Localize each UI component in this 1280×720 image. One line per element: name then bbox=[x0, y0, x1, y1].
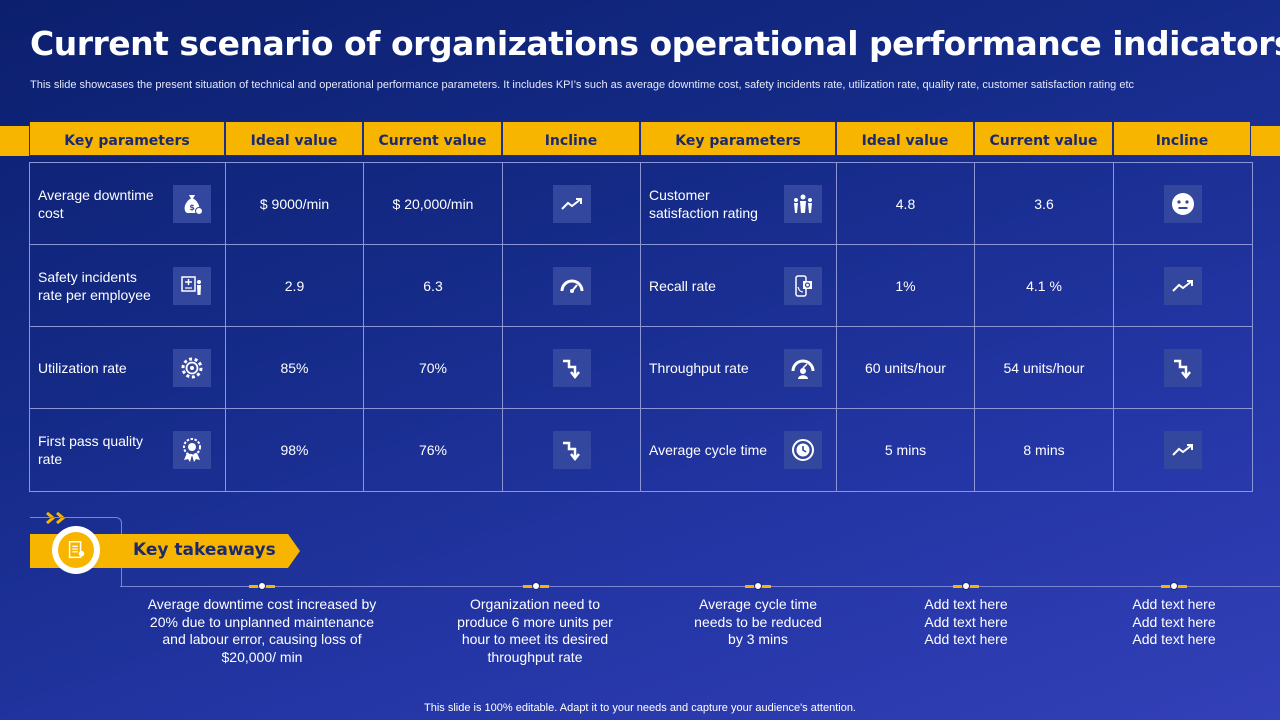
page-subtitle: This slide showcases the present situati… bbox=[30, 79, 1135, 91]
money-bag-icon: $ bbox=[173, 184, 211, 223]
footer-note: This slide is 100% editable. Adapt it to… bbox=[424, 702, 856, 714]
takeaway-text: Add text here Add text here Add text her… bbox=[1132, 596, 1216, 647]
takeaways-timeline bbox=[120, 586, 1280, 587]
trend-up-icon bbox=[552, 184, 591, 223]
incline-cell bbox=[503, 245, 641, 327]
timeline-marker bbox=[1161, 582, 1187, 590]
takeaway-text: Organization need to produce 6 more unit… bbox=[457, 596, 613, 665]
ideal-value-cell: 2.9 bbox=[226, 245, 364, 327]
param-label: Average downtime cost bbox=[38, 186, 154, 221]
clock-icon bbox=[784, 431, 822, 469]
gear-icon bbox=[173, 348, 211, 387]
ideal-value-cell: 85% bbox=[226, 327, 364, 409]
current-value-cell: 70% bbox=[364, 327, 503, 409]
header-ideal-value: Ideal value bbox=[836, 122, 974, 156]
notes-icon bbox=[58, 532, 94, 568]
current-value-cell: 8 mins bbox=[975, 409, 1114, 491]
param-label: Customer satisfaction rating bbox=[649, 186, 758, 221]
param-label: Throughput rate bbox=[649, 359, 749, 376]
current-value-cell: 76% bbox=[364, 409, 503, 491]
current-value-cell: 3.6 bbox=[975, 163, 1114, 245]
param-label: Average cycle time bbox=[649, 442, 768, 458]
current-value-cell: $ 20,000/min bbox=[364, 163, 503, 245]
param-label: Safety incidents rate per employee bbox=[38, 268, 151, 303]
timeline-marker bbox=[745, 582, 771, 590]
param-cell: Recall rate bbox=[641, 245, 837, 327]
header-key-parameters: Key parameters bbox=[640, 122, 836, 156]
param-cell: Average downtime cost $ bbox=[30, 163, 226, 245]
takeaway-text: Average downtime cost increased by 20% d… bbox=[147, 596, 377, 665]
param-label: Recall rate bbox=[649, 277, 716, 294]
header-ideal-value: Ideal value bbox=[225, 122, 363, 156]
ideal-value-cell: 1% bbox=[837, 245, 975, 327]
incline-cell bbox=[503, 327, 641, 409]
trend-down-icon bbox=[552, 348, 591, 387]
timeline-marker bbox=[523, 582, 549, 590]
param-cell: Throughput rate bbox=[641, 327, 837, 409]
table-header: Key parameters Ideal value Current value… bbox=[29, 122, 1251, 156]
param-cell: First pass quality rate bbox=[30, 409, 226, 491]
current-value-cell: 4.1 % bbox=[975, 245, 1114, 327]
double-chevron-icon bbox=[46, 512, 66, 524]
trend-up-icon bbox=[1164, 431, 1202, 469]
header-incline: Incline bbox=[1113, 122, 1251, 156]
kpi-table: Average downtime cost $ $ 9000/min $ 20,… bbox=[29, 162, 1253, 492]
incline-cell bbox=[1114, 409, 1252, 491]
param-cell: Safety incidents rate per employee bbox=[30, 245, 226, 327]
incline-cell bbox=[503, 409, 641, 491]
header-current-value: Current value bbox=[974, 122, 1113, 156]
trend-down-icon bbox=[1164, 348, 1202, 387]
param-cell: Utilization rate bbox=[30, 327, 226, 409]
takeaways-label: Key takeaways bbox=[133, 540, 276, 560]
incline-cell bbox=[1114, 327, 1252, 409]
phone-recall-icon bbox=[784, 266, 822, 305]
timeline-marker bbox=[953, 582, 979, 590]
header-incline: Incline bbox=[502, 122, 640, 156]
param-label: First pass quality rate bbox=[38, 433, 144, 467]
svg-text:$: $ bbox=[189, 203, 195, 212]
header-key-parameters: Key parameters bbox=[29, 122, 225, 156]
param-cell: Average cycle time bbox=[641, 409, 837, 491]
trend-up-icon bbox=[1164, 266, 1202, 305]
takeaways-badge bbox=[52, 526, 100, 574]
header-current-value: Current value bbox=[363, 122, 502, 156]
safety-board-icon bbox=[173, 266, 211, 305]
param-label: Utilization rate bbox=[38, 359, 127, 376]
badge-icon bbox=[173, 431, 211, 469]
incline-cell bbox=[1114, 245, 1252, 327]
incline-cell bbox=[1114, 163, 1252, 245]
incline-cell bbox=[503, 163, 641, 245]
ideal-value-cell: 4.8 bbox=[837, 163, 975, 245]
gauge-icon bbox=[552, 266, 591, 305]
trend-down-icon bbox=[552, 431, 591, 469]
ideal-value-cell: 5 mins bbox=[837, 409, 975, 491]
team-icon bbox=[784, 184, 822, 223]
param-cell: Customer satisfaction rating bbox=[641, 163, 837, 245]
takeaway-text: Average cycle time needs to be reduced b… bbox=[694, 596, 822, 647]
neutral-face-icon bbox=[1164, 184, 1202, 223]
speedometer-person-icon bbox=[784, 348, 822, 387]
current-value-cell: 6.3 bbox=[364, 245, 503, 327]
ideal-value-cell: 98% bbox=[226, 409, 364, 491]
takeaway-text: Add text here Add text here Add text her… bbox=[924, 596, 1008, 647]
current-value-cell: 54 units/hour bbox=[975, 327, 1114, 409]
ideal-value-cell: $ 9000/min bbox=[226, 163, 364, 245]
ideal-value-cell: 60 units/hour bbox=[837, 327, 975, 409]
timeline-marker bbox=[249, 582, 275, 590]
page-title: Current scenario of organizations operat… bbox=[30, 24, 1280, 63]
